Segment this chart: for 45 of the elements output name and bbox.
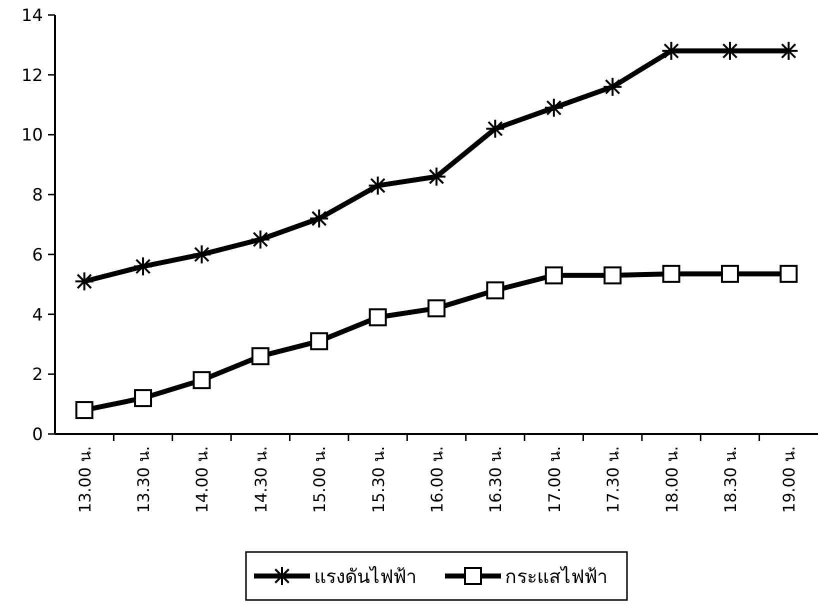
point [310, 332, 328, 350]
point [544, 98, 564, 118]
point [485, 118, 506, 139]
point [309, 208, 330, 229]
point [428, 299, 446, 318]
y-tick-label: 8 [32, 186, 43, 206]
point [544, 266, 563, 284]
point [192, 244, 212, 264]
y-tick-label: 2 [32, 365, 43, 386]
y-tick-label: 10 [21, 126, 43, 146]
y-tick-label: 14 [21, 6, 43, 26]
x-tick-label: 19.00 น. [780, 446, 799, 513]
x-tick-label: 13.00 น. [75, 446, 94, 513]
point [192, 371, 211, 390]
point [250, 229, 270, 250]
x-tick-label: 17.30 น. [604, 446, 623, 513]
point [368, 308, 387, 326]
point [134, 389, 152, 408]
x-tick-label: 14.30 น. [251, 446, 270, 513]
point [75, 401, 94, 420]
y-tick-label: 12 [21, 66, 43, 86]
point [74, 271, 94, 292]
point [486, 281, 504, 300]
point [780, 264, 798, 283]
legend-label: กระแสไฟฟ้า [505, 566, 608, 588]
legend-label: แรงดันไฟฟ้า [314, 566, 417, 588]
x-tick-label: 17.00 น. [544, 446, 564, 513]
point [368, 176, 388, 196]
x-tick-label: 15.30 น. [368, 446, 388, 513]
x-tick-label: 14.00 น. [192, 446, 212, 513]
x-tick-label: 16.00 น. [428, 446, 446, 513]
y-tick-label: 6 [32, 245, 43, 266]
x-tick-label: 18.30 น. [720, 446, 740, 513]
x-tick-label: 15.00 น. [310, 446, 330, 513]
x-tick-label: 16.30 น. [486, 446, 506, 513]
x-tick-label: 18.00 น. [662, 446, 682, 513]
x-tick-label: 13.30 น. [134, 446, 154, 513]
point [133, 256, 154, 276]
y-tick-label: 0 [32, 425, 43, 445]
point [251, 347, 270, 366]
point [662, 264, 680, 283]
point [604, 266, 622, 284]
y-tick-label: 4 [32, 305, 43, 326]
point [602, 76, 623, 97]
point [720, 264, 739, 283]
